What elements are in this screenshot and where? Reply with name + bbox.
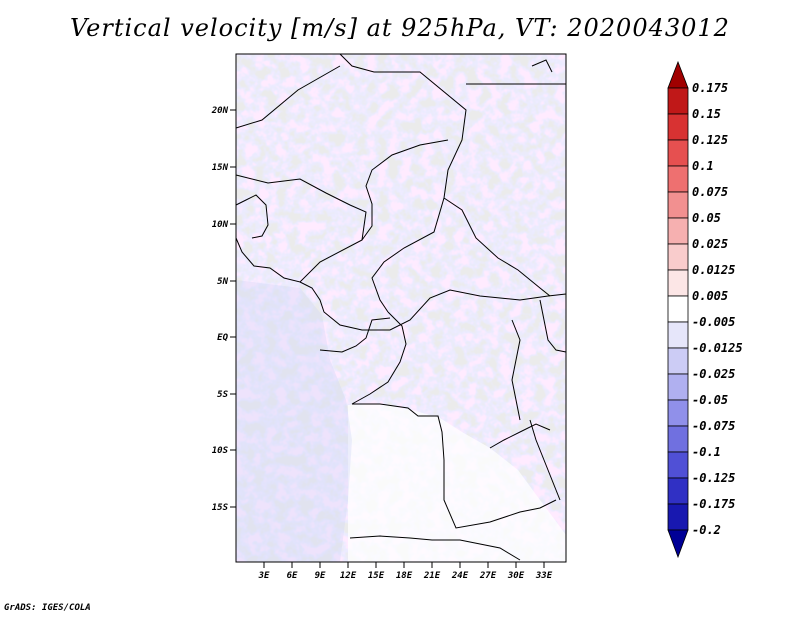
lon-tick-label: 9E [315, 571, 326, 581]
colorbar-label: -0.075 [692, 419, 735, 433]
colorbar-segment [667, 477, 689, 505]
colorbar-label: -0.005 [692, 315, 735, 329]
colorbar-segment [667, 295, 689, 323]
colorbar-segment [667, 347, 689, 375]
colorbar-label: 0.125 [692, 133, 728, 147]
colorbar-segment [667, 243, 689, 271]
colorbar-segment [667, 451, 689, 479]
lat-tick-label: 5N [217, 277, 228, 287]
colorbar-label: 0.025 [692, 237, 728, 251]
colorbar-segment [667, 165, 689, 193]
colorbar-label: 0.1 [692, 159, 714, 173]
lon-tick-label: 30E [507, 571, 525, 581]
colorbar-label: 0.175 [692, 81, 728, 95]
map-title: Vertical velocity [m/s] at 925hPa, VT: 2… [70, 14, 730, 42]
lat-axis: 20N 15N 10N 5N EQ 5S 10S 15S [211, 106, 236, 513]
colorbar-label: 0.05 [692, 211, 721, 225]
colorbar-segment [667, 503, 689, 531]
colorbar-segment [667, 399, 689, 427]
colorbar-label: -0.0125 [692, 341, 743, 355]
lon-tick-label: 21E [423, 571, 441, 581]
lat-tick-label: 20N [211, 106, 229, 116]
colorbar-label: 0.075 [692, 185, 728, 199]
colorbar-label: -0.175 [692, 497, 735, 511]
colorbar-segment [667, 373, 689, 401]
colorbar-label: -0.125 [692, 471, 735, 485]
lon-tick-label: 27E [479, 571, 497, 581]
colorbar-segment [667, 139, 689, 167]
map-frame [235, 53, 567, 563]
colorbar-label: 0.005 [692, 289, 728, 303]
colorbar-label: 0.15 [692, 107, 721, 121]
lon-tick-label: 6E [287, 571, 298, 581]
lat-tick-label: 10N [212, 220, 229, 230]
colorbar-label: -0.05 [692, 393, 728, 407]
colorbar-segment [667, 321, 689, 349]
lon-tick-label: 18E [396, 571, 413, 581]
grads-credit: GrADS: IGES/COLA [4, 603, 91, 613]
lat-tick-label: 10S [212, 446, 229, 456]
colorbar-segment [667, 113, 689, 141]
lon-tick-label: 24E [451, 571, 469, 581]
colorbar-segments [667, 60, 689, 559]
lon-tick-label: 15E [368, 571, 385, 581]
colorbar-label: -0.1 [692, 445, 721, 459]
lon-axis: 3E 6E 9E 12E 15E 18E 21E 24E 27E 30E 33E [258, 562, 553, 581]
lon-tick-label: 33E [535, 571, 553, 581]
lat-tick-label: 15N [212, 163, 229, 173]
colorbar-labels: 0.175 0.15 0.125 0.1 0.075 0.05 0.025 0.… [692, 81, 743, 537]
lon-tick-label: 3E [258, 571, 270, 581]
colorbar-segment [667, 269, 689, 297]
colorbar-segment [667, 425, 689, 453]
lat-tick-label: 5S [217, 390, 228, 400]
lat-tick-label: EQ [217, 333, 228, 343]
lat-tick-label: 15S [212, 503, 229, 513]
colorbar-segment [667, 217, 689, 245]
colorbar-segment [667, 191, 689, 219]
country-borders [235, 53, 567, 561]
colorbar-label: 0.0125 [692, 263, 735, 277]
colorbar-segment [667, 60, 689, 89]
colorbar-label: -0.025 [692, 367, 735, 381]
lon-tick-label: 12E [340, 571, 357, 581]
colorbar-label: -0.2 [692, 523, 721, 537]
colorbar-segment [667, 529, 689, 559]
colorbar-segment [667, 87, 689, 115]
map-panel [236, 54, 566, 562]
colorbar: 0.175 0.15 0.125 0.1 0.075 0.05 0.025 0.… [667, 60, 743, 559]
